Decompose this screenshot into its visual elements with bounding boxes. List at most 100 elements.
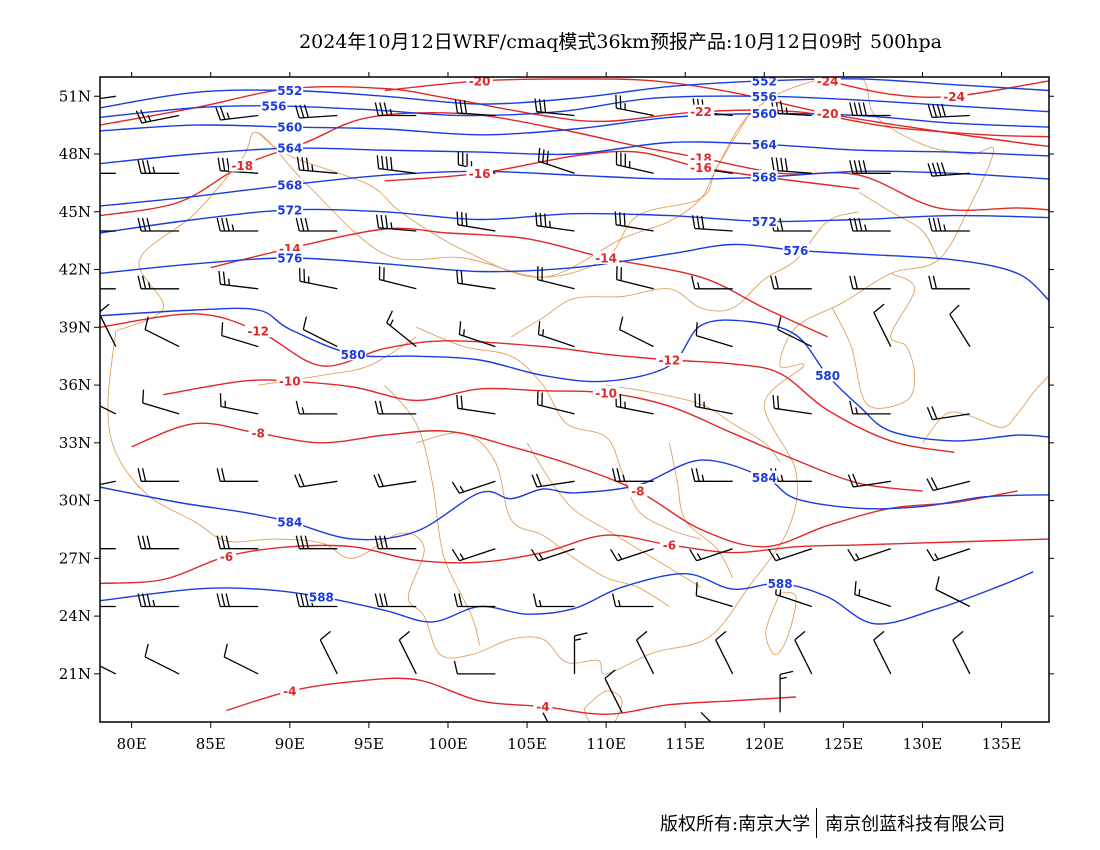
boundary-province-4: [606, 384, 781, 463]
wind-barb: [779, 670, 794, 713]
wind-barb: [771, 157, 812, 174]
wind-barb: [926, 548, 971, 562]
wind-barb: [100, 548, 116, 550]
geopotential-contour-564: [100, 141, 1049, 165]
temperature-label-bg: [814, 106, 841, 120]
wind-barb: [926, 477, 971, 492]
wind-barb: [137, 468, 180, 482]
wind-barb: [952, 630, 971, 675]
boundary-hainan: [583, 690, 623, 722]
temperature-contour--8: [131, 422, 1018, 548]
lon-tick-label: 85E: [196, 735, 226, 753]
geopotential-contour-552: [100, 78, 1049, 109]
lat-tick-label: 45N: [59, 203, 91, 221]
lon-tick-label: 130E: [903, 735, 943, 753]
geopotential-label-bg: [814, 368, 841, 382]
wind-barb: [700, 711, 712, 722]
contour-labels: -24-24-22-22-20-20-18-18-16-16-14-14-12-…: [217, 74, 968, 714]
wind-barb: [691, 215, 733, 232]
temperature-label-bg: [940, 89, 968, 103]
boundary-province-2: [416, 432, 670, 607]
wind-barb: [935, 576, 971, 608]
wind-barb: [694, 393, 733, 415]
geopotential-label: 560: [752, 107, 777, 121]
wind-barb: [854, 581, 892, 608]
footer: 版权所有:南京大学 南京创蓝科技有限公司: [660, 808, 1005, 838]
wind-barb: [849, 217, 891, 232]
lat-tick-label: 48N: [59, 145, 91, 163]
axes: 80E 85E 90E 95E 100E 105E 110E 115E 120E 125E 130E…: [59, 72, 1054, 753]
geopotential-label-bg: [751, 170, 778, 184]
wind-barb: [691, 468, 733, 482]
wind-barb: [100, 405, 117, 415]
wind-barb: [604, 669, 623, 713]
geopotential-label: 580: [341, 348, 366, 362]
temperature-label-bg: [687, 104, 715, 118]
geopotential-label-bg: [751, 470, 778, 484]
footer-company: 南京创蓝科技有限公司: [825, 814, 1006, 835]
wind-barb: [137, 217, 180, 232]
geopotential-label: 588: [309, 590, 334, 604]
wind-barb: [542, 712, 549, 722]
wind-barb: [927, 162, 970, 177]
wind-barb: [770, 275, 812, 290]
wind-barb: [398, 630, 417, 675]
wind-barb: [926, 406, 970, 421]
wind-barb: [611, 468, 654, 482]
lat-tick-label: 39N: [59, 318, 91, 336]
lon-tick-label: 110E: [586, 735, 626, 753]
temperature-label-bg: [466, 77, 493, 87]
wind-barb: [610, 548, 654, 562]
temperature-label: -12: [659, 354, 681, 368]
wind-barb: [849, 275, 891, 290]
temperature-contour--6: [100, 534, 1049, 585]
wind-barb: [100, 288, 116, 290]
wind-barb: [636, 630, 655, 675]
geopotential-contour-560: [100, 112, 1049, 136]
geopotential-label: 584: [752, 471, 777, 485]
wind-barb: [294, 104, 338, 119]
lon-tick-label: 100E: [428, 735, 468, 753]
geopotential-label-bg: [782, 243, 810, 257]
geopotential-label-bg: [276, 177, 304, 191]
lon-tick-label: 125E: [824, 735, 864, 753]
temperature-contours: [100, 78, 1049, 716]
wind-barb: [451, 548, 496, 562]
wind-barb: [216, 535, 259, 550]
wind-barb: [454, 99, 496, 117]
temperature-label-bg: [687, 160, 715, 174]
wind-barb: [373, 473, 417, 488]
temperature-label-bg: [533, 699, 553, 713]
geopotential-label-bg: [766, 576, 794, 590]
geopotential-label: 572: [277, 203, 302, 217]
wind-barb: [144, 643, 180, 675]
geopotential-label: 552: [752, 74, 777, 88]
wind-barb: [100, 665, 117, 675]
wind-barb: [137, 160, 180, 174]
lat-tick-label: 21N: [59, 665, 91, 683]
temperature-label: -16: [469, 167, 491, 181]
geopotential-label: 576: [783, 244, 808, 258]
temperature-label-bg: [592, 251, 620, 264]
temperature-label: -6: [220, 550, 233, 564]
wind-barb: [386, 310, 417, 348]
temperature-contour--22: [100, 85, 1049, 138]
wind-barb: [614, 211, 654, 232]
wind-barb: [695, 582, 733, 608]
lat-tick-label: 33N: [59, 434, 91, 452]
wind-barb: [695, 322, 733, 348]
lat-tick-label: 30N: [59, 492, 91, 510]
wind-barb: [298, 267, 338, 290]
boundary-province-9: [858, 192, 939, 261]
temperature-label: -22: [690, 105, 712, 119]
footer-copyright: 版权所有:南京大学: [660, 814, 811, 835]
wind-barb: [847, 473, 891, 488]
wind-barb: [794, 630, 813, 675]
wind-barb: [772, 394, 812, 415]
temperature-label-bg: [244, 324, 272, 338]
lon-tick-label: 105E: [507, 735, 547, 753]
lon-tick-label: 90E: [275, 735, 305, 753]
temperature-label-bg: [217, 549, 236, 563]
wind-barb: [137, 593, 180, 608]
